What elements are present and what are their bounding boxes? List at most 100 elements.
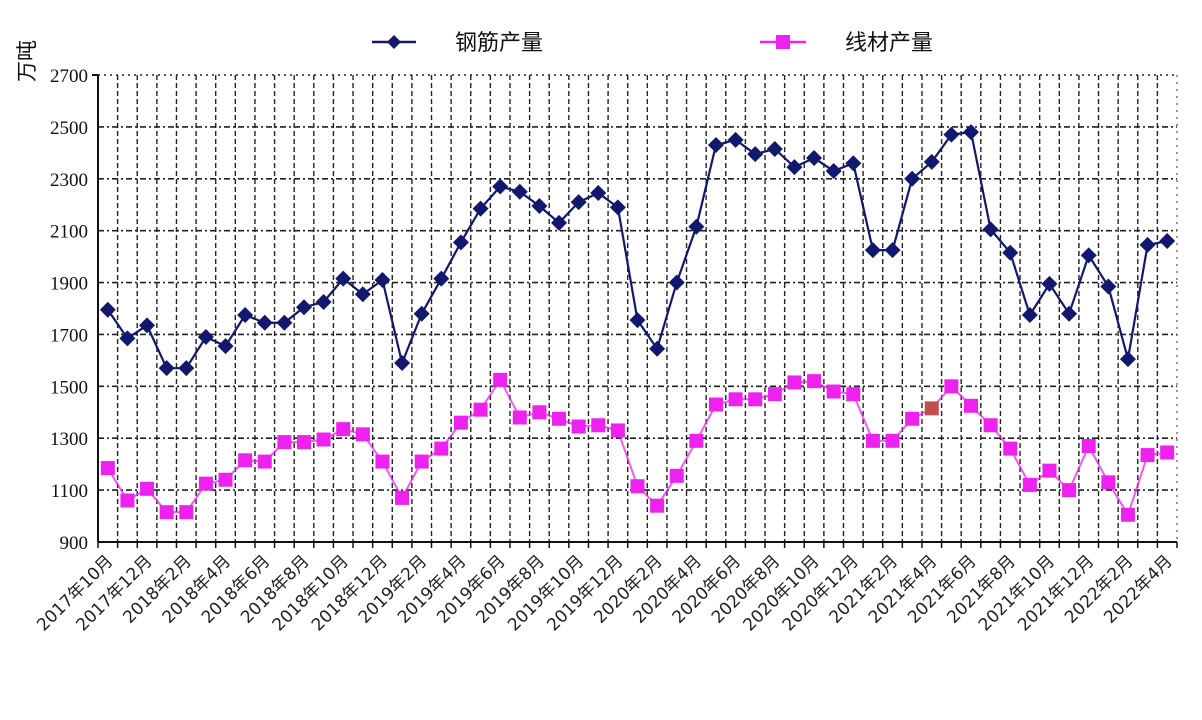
- data-point-square: [1042, 463, 1057, 478]
- data-point-diamond: [433, 270, 450, 287]
- data-point-square: [1022, 477, 1037, 492]
- square-marker-icon: [776, 35, 790, 49]
- data-point-square: [964, 398, 979, 413]
- data-point-diamond: [1139, 236, 1156, 253]
- data-point-diamond: [1159, 233, 1176, 250]
- data-point-diamond: [99, 301, 116, 318]
- data-point-square: [708, 397, 723, 412]
- data-point-square: [1101, 475, 1116, 490]
- diamond-marker-icon: [387, 35, 401, 49]
- data-point-square: [650, 498, 665, 513]
- y-axis-unit-label: 万吨: [15, 40, 39, 82]
- data-point-diamond: [1061, 305, 1078, 322]
- data-point-square: [1003, 441, 1018, 456]
- data-point-diamond: [629, 312, 646, 329]
- y-tick-label: 1100: [51, 481, 88, 502]
- data-point-diamond: [668, 274, 685, 291]
- data-point-square: [1160, 445, 1175, 460]
- data-point-square: [1081, 439, 1096, 454]
- data-point-diamond: [864, 242, 881, 259]
- data-point-square: [591, 418, 606, 433]
- data-point-diamond: [1041, 275, 1058, 292]
- data-point-square: [924, 401, 939, 416]
- data-point-square: [689, 433, 704, 448]
- data-point-diamond: [943, 126, 960, 143]
- data-point-square: [100, 461, 115, 476]
- data-point-square: [846, 387, 861, 402]
- data-point-square: [512, 410, 527, 425]
- axes: [92, 74, 1178, 548]
- data-point-diamond: [335, 270, 352, 287]
- data-point-diamond: [1021, 306, 1038, 323]
- data-point-diamond: [551, 214, 568, 231]
- data-point-diamond: [354, 286, 371, 303]
- y-tick-label: 2100: [50, 222, 88, 243]
- data-point-diamond: [197, 329, 214, 346]
- legend-item-rebar: 钢筋产量: [372, 31, 543, 56]
- data-point-diamond: [511, 183, 528, 200]
- data-point-diamond: [256, 314, 273, 331]
- data-point-diamond: [845, 155, 862, 172]
- data-point-square: [336, 422, 351, 437]
- y-axis-ticks: 900 1100 1300 1500 1700 1900 2100 2300 2500 2700: [50, 66, 88, 554]
- data-point-diamond: [119, 330, 136, 347]
- data-series: [99, 124, 1176, 522]
- data-point-diamond: [884, 242, 901, 259]
- data-point-square: [395, 490, 410, 505]
- data-point-diamond: [472, 200, 489, 217]
- data-point-square: [552, 411, 567, 426]
- data-point-diamond: [139, 317, 156, 334]
- data-point-square: [238, 453, 253, 468]
- data-point-diamond: [315, 294, 332, 311]
- data-point-square: [807, 374, 822, 389]
- data-point-square: [532, 405, 547, 420]
- y-tick-label: 1900: [50, 274, 88, 295]
- data-point-square: [120, 493, 135, 508]
- data-point-square: [787, 375, 802, 390]
- data-point-diamond: [570, 194, 587, 211]
- data-point-diamond: [904, 170, 921, 187]
- legend-item-wire: 线材产量: [760, 31, 933, 56]
- data-point-diamond: [237, 306, 254, 323]
- data-point-square: [198, 476, 213, 491]
- data-point-square: [277, 435, 292, 450]
- y-tick-label: 2700: [50, 66, 88, 87]
- data-point-square: [355, 427, 370, 442]
- data-point-diamond: [178, 360, 195, 377]
- data-point-diamond: [1100, 278, 1117, 295]
- data-point-square: [571, 419, 586, 434]
- data-point-square: [885, 433, 900, 448]
- data-point-diamond: [374, 271, 391, 288]
- legend-label-rebar: 钢筋产量: [455, 31, 543, 56]
- y-tick-label: 900: [60, 533, 89, 554]
- data-point-square: [453, 415, 468, 430]
- data-point-square: [944, 379, 959, 394]
- data-point-diamond: [276, 314, 293, 331]
- data-point-square: [434, 441, 449, 456]
- data-point-diamond: [452, 234, 469, 251]
- data-point-square: [493, 372, 508, 387]
- data-point-square: [296, 435, 311, 450]
- data-point-square: [159, 505, 174, 520]
- data-point-square: [767, 387, 782, 402]
- y-tick-label: 1500: [50, 377, 88, 398]
- data-point-diamond: [825, 162, 842, 179]
- data-point-diamond: [609, 199, 626, 216]
- data-point-square: [140, 481, 155, 496]
- data-point-diamond: [688, 218, 705, 235]
- data-point-diamond: [492, 178, 509, 195]
- data-point-square: [218, 472, 233, 487]
- data-point-diamond: [963, 124, 980, 141]
- data-point-square: [630, 479, 645, 494]
- data-point-diamond: [786, 159, 803, 176]
- data-point-diamond: [923, 153, 940, 170]
- data-point-square: [1062, 483, 1077, 498]
- data-point-square: [728, 392, 743, 407]
- y-tick-label: 2500: [50, 118, 88, 139]
- data-point-square: [414, 454, 429, 469]
- data-point-diamond: [1002, 244, 1019, 261]
- data-point-diamond: [747, 146, 764, 163]
- data-point-square: [1120, 507, 1135, 522]
- data-point-diamond: [806, 150, 823, 167]
